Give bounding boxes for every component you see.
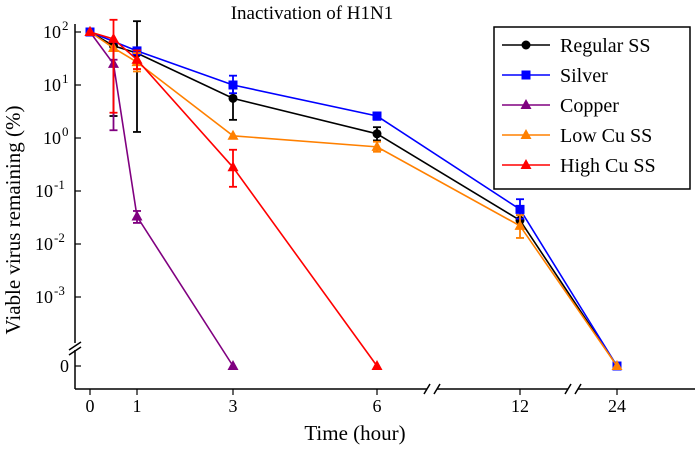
data-point-high-cu-ss (131, 53, 143, 64)
x-axis-break (433, 383, 441, 395)
y-tick-exponent: -2 (54, 230, 65, 245)
x-tick-label: 12 (511, 396, 529, 416)
y-tick-exponent: -1 (54, 177, 65, 192)
legend: Regular SS Silver Copper Low Cu SS High Cu S… (493, 26, 691, 190)
y-tick-label: 10 (35, 234, 53, 254)
data-point-low-cu-ss (514, 219, 526, 230)
y-axis-break (68, 341, 82, 351)
y-tick-exponent: 0 (62, 124, 69, 139)
series-high-cu-ss (84, 18, 383, 370)
x-axis-break (423, 383, 431, 395)
data-point-high-cu-ss (84, 26, 96, 36)
series-line-copper (89, 31, 234, 367)
legend-item-low-cu-ss: Low Cu SS (502, 125, 652, 147)
series-layer (84, 18, 623, 371)
data-point-high-cu-ss (227, 161, 239, 172)
legend-label: Silver (560, 65, 608, 87)
y-tick-label: 10 (35, 287, 53, 307)
data-point-low-cu-ss (227, 129, 239, 140)
y-tick-label: 10 (35, 181, 53, 201)
legend-label: Low Cu SS (560, 125, 652, 147)
x-axis-label: Time (hour) (304, 421, 405, 445)
legend-item-copper: Copper (502, 95, 619, 117)
data-point-silver (515, 204, 525, 214)
data-point-copper (227, 360, 239, 370)
legend-marker-triangle (520, 159, 532, 169)
x-tick-label: 24 (608, 396, 626, 416)
series-line-silver (89, 31, 618, 367)
data-point-regular-ss (228, 93, 238, 103)
data-point-low-cu-ss (371, 140, 383, 151)
x-axis-break (564, 383, 572, 395)
legend-marker-triangle (520, 99, 532, 109)
y-tick-exponent: 1 (62, 71, 69, 86)
y-tick-label: 10 (43, 22, 61, 42)
y-axis-break (68, 346, 82, 356)
x-tick-label: 3 (229, 396, 238, 416)
data-point-high-cu-ss (108, 32, 119, 43)
legend-item-high-cu-ss: High Cu SS (502, 155, 656, 177)
data-point-regular-ss (372, 129, 382, 139)
chart-title: Inactivation of H1N1 (231, 3, 394, 24)
x-tick-label: 6 (373, 396, 382, 416)
legend-marker-circle (521, 40, 531, 50)
legend-item-silver: Silver (502, 65, 608, 87)
x-axis-break (574, 383, 582, 395)
legend-marker-square (521, 70, 531, 80)
data-point-low-cu-ss (611, 360, 623, 370)
data-point-silver (228, 80, 238, 90)
y-tick-label: 10 (43, 128, 61, 148)
y-tick-label: 0 (60, 356, 69, 376)
data-point-silver (372, 111, 382, 121)
legend-label: Copper (560, 95, 619, 117)
series-copper (84, 26, 239, 370)
legend-label: Regular SS (560, 35, 651, 57)
legend-marker-triangle (520, 129, 532, 139)
x-tick-label: 1 (133, 396, 142, 416)
legend-item-regular-ss: Regular SS (502, 35, 651, 57)
y-tick-exponent: 2 (62, 18, 69, 33)
y-tick-label: 10 (43, 75, 61, 95)
legend-label: High Cu SS (560, 155, 656, 177)
y-axis-label: Viable virus remaining (%) (1, 105, 25, 334)
y-tick-exponent: -3 (54, 283, 65, 298)
data-point-copper (131, 210, 143, 221)
x-tick-label: 0 (86, 396, 95, 416)
data-point-high-cu-ss (371, 360, 383, 370)
